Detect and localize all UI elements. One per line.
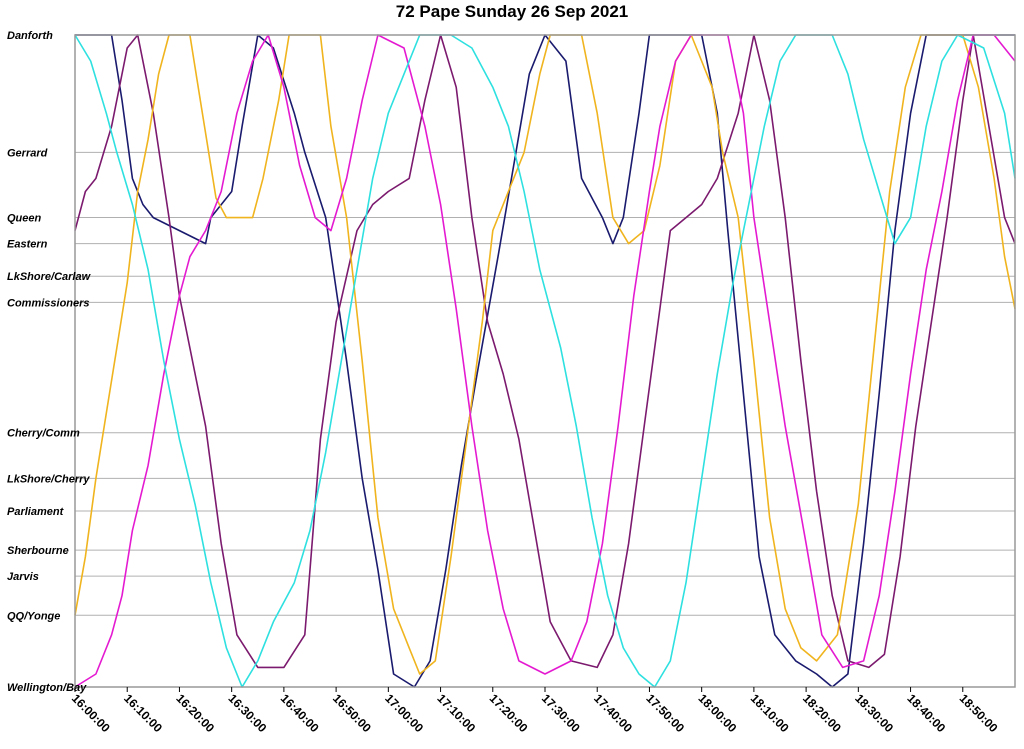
x-tick-label: 16:20:00 <box>173 691 217 735</box>
stop-labels: Danforth Gerrard Queen Eastern LkShore/Carla… <box>7 30 92 694</box>
vehicle-trace-3 <box>74 34 1016 675</box>
stop-label: Jarvis <box>7 571 39 583</box>
x-tick-label: 18:40:00 <box>904 691 948 735</box>
x-tick-label: 16:50:00 <box>330 691 374 735</box>
stop-label: Queen <box>7 213 42 225</box>
stop-label: Cherry/Comm <box>7 428 80 440</box>
x-tick-label: 17:10:00 <box>434 691 478 735</box>
stop-label: LkShore/Carlaw <box>7 271 92 283</box>
vehicle-trace-2 <box>74 34 1016 669</box>
x-tick-label: 16:00:00 <box>69 691 113 735</box>
x-tick-label: 18:50:00 <box>957 691 1001 735</box>
x-tick-label: 18:30:00 <box>852 691 896 735</box>
stop-label: Eastern <box>7 239 48 251</box>
x-tick-label: 17:30:00 <box>539 691 583 735</box>
chart-title: 72 Pape Sunday 26 Sep 2021 <box>395 2 629 21</box>
stop-label: Gerrard <box>7 147 48 159</box>
time-axis: 16:00:00 16:10:00 16:20:00 16:30:00 16:40:00… <box>69 687 1001 735</box>
vehicle-trace-1 <box>75 34 1015 688</box>
x-tick-label: 17:20:00 <box>487 691 531 735</box>
x-tick-label: 18:20:00 <box>800 691 844 735</box>
series-lines <box>74 34 1016 688</box>
stop-label: Commissioners <box>7 297 90 309</box>
x-tick-label: 18:10:00 <box>748 691 792 735</box>
stop-label: QQ/Yonge <box>7 610 60 622</box>
x-tick-label: 17:40:00 <box>591 691 635 735</box>
stop-label: Sherbourne <box>7 545 69 557</box>
stop-label: LkShore/Cherry <box>7 473 90 485</box>
vehicle-trace-4 <box>74 34 1016 688</box>
stop-label: Parliament <box>7 506 65 518</box>
x-tick-label: 18:00:00 <box>696 691 740 735</box>
x-tick-label: 16:30:00 <box>226 691 270 735</box>
x-tick-label: 17:00:00 <box>382 691 426 735</box>
x-tick-label: 17:50:00 <box>643 691 687 735</box>
x-tick-label: 16:40:00 <box>278 691 322 735</box>
stop-label: Wellington/Bay <box>7 682 87 694</box>
stop-label: Danforth <box>7 30 53 42</box>
vehicle-trace-5 <box>74 34 1016 688</box>
x-tick-label: 16:10:00 <box>121 691 165 735</box>
